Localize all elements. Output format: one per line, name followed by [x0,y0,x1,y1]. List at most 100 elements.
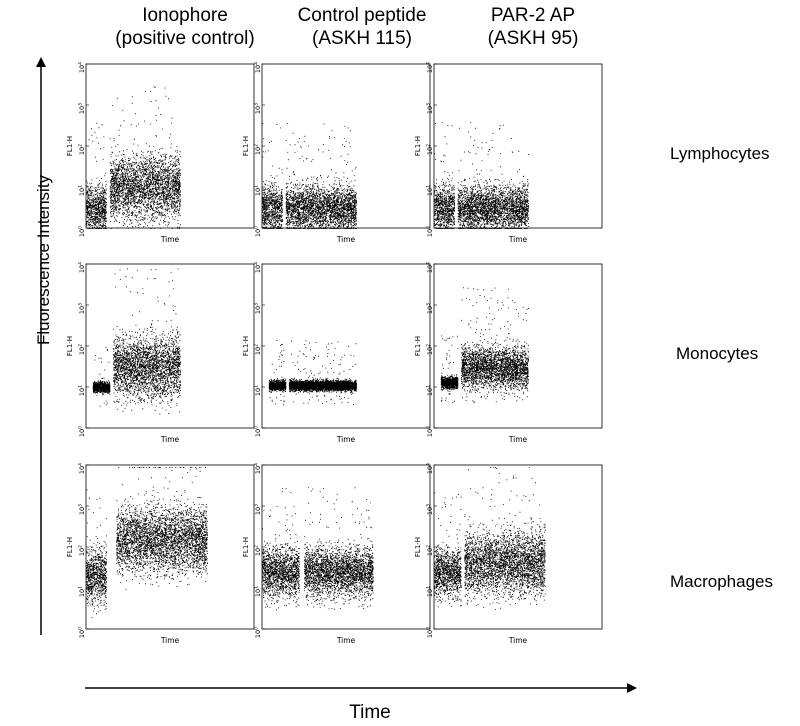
y-tick-label: 101 [78,185,87,196]
panel-lymphocytes-3: 100 101 102 103 104 FL1-H Time [414,62,603,244]
column-title-line2: (positive control) [115,28,255,49]
y-tick-label: 100 [78,426,87,437]
row-label-monocytes: Monocytes [676,344,759,363]
panel-y-label: FL1-H [66,136,74,156]
scatter-baseline [434,492,462,608]
y-tick-label: 102 [254,144,263,155]
panel-lymphocytes-2: 100 101 102 103 104 FL1-H Time [242,62,431,244]
y-tick-label: 101 [78,586,87,597]
y-tick-label: 103 [78,504,87,515]
y-tick-label: 100 [426,226,435,237]
scatter-after-stimulus [464,467,546,610]
y-tick-label: 101 [254,385,263,396]
y-tick-label: 103 [426,303,435,314]
column-title-line2: (ASKH 95) [487,28,579,49]
y-tick-label: 104 [426,262,435,273]
panel-x-label: Time [160,636,180,645]
y-tick-label: 102 [254,545,263,556]
y-tick-label: 103 [254,504,263,515]
column-title-line1: Ionophore [142,5,228,26]
y-tick-label: 104 [78,463,87,474]
column-title-control-peptide: Control peptide (ASKH 115) [277,4,447,50]
panel-frame [261,464,431,630]
y-tick-label: 103 [254,103,263,114]
panel-frame [85,263,255,429]
panel-monocytes-3: 100 101 102 103 104 FL1-H Time [414,262,603,444]
y-tick-label: 103 [426,103,435,114]
y-tick-label: 100 [426,426,435,437]
panel-frame [261,263,431,429]
column-title-par2-ap: PAR-2 AP (ASKH 95) [448,4,618,50]
panel-y-label: FL1-H [242,136,250,156]
panel-x-label: Time [160,235,180,244]
panel-monocytes-2: 100 101 102 103 104 FL1-H Time [242,262,431,444]
y-tick-label: 101 [254,586,263,597]
column-title-line2: (ASKH 115) [312,28,412,49]
y-tick-label: 104 [78,262,87,273]
panel-y-label: FL1-H [66,336,74,356]
panel-x-label: Time [508,235,528,244]
y-tick-label: 102 [426,344,435,355]
scatter-after-stimulus [460,287,529,403]
panel-x-label: Time [336,435,356,444]
y-tick-label: 100 [254,226,263,237]
scatter-after-stimulus [304,487,374,610]
scatter-baseline [440,335,459,403]
y-tick-label: 102 [254,344,263,355]
y-tick-label: 104 [78,62,87,73]
panel-lymphocytes-1: 100 101 102 103 104 FL1-H Time [66,62,255,244]
row-label-lymphocytes: Lymphocytes [670,144,770,163]
y-tick-label: 103 [78,303,87,314]
panel-monocytes-1: 100 101 102 103 104 FL1-H Time [66,262,255,444]
x-axis-title: Time [349,702,391,723]
row-label-macrophages: Macrophages [670,572,774,591]
panel-macrophages-1: 100 101 102 103 104 FL1-H Time [66,463,255,645]
y-tick-label: 101 [426,385,435,396]
y-tick-label: 104 [426,62,435,73]
scatter-baseline [268,340,287,406]
panel-y-label: FL1-H [414,336,422,356]
scatter-after-stimulus [112,268,181,415]
panel-macrophages-3: 100 101 102 103 104 FL1-H Time [414,463,603,645]
scatter-after-stimulus [116,467,208,590]
scatter-after-stimulus [285,123,357,229]
y-tick-label: 100 [254,426,263,437]
scatter-baseline [262,488,300,611]
panel-y-label: FL1-H [242,537,250,557]
y-tick-label: 103 [426,504,435,515]
panel-y-label: FL1-H [414,136,422,156]
panel-x-label: Time [336,235,356,244]
y-tick-label: 102 [426,545,435,556]
panel-macrophages-2: 100 101 102 103 104 FL1-H Time [242,463,431,645]
y-tick-label: 100 [254,627,263,638]
y-tick-label: 103 [78,103,87,114]
y-tick-label: 101 [254,185,263,196]
y-tick-label: 104 [254,463,263,474]
panel-x-label: Time [160,435,180,444]
y-tick-label: 100 [426,627,435,638]
y-tick-label: 103 [254,303,263,314]
scatter-after-stimulus [288,340,357,405]
panel-x-label: Time [508,636,528,645]
panel-y-label: FL1-H [66,537,74,557]
panel-y-label: FL1-H [242,336,250,356]
y-tick-label: 102 [78,545,87,556]
scatter-baseline [434,122,456,229]
y-tick-label: 101 [426,185,435,196]
column-title-line1: PAR-2 AP [490,5,576,26]
scatter-baseline [92,347,111,407]
y-tick-label: 100 [78,226,87,237]
scatter-after-stimulus [457,122,529,229]
panel-y-label: FL1-H [414,537,422,557]
y-tick-label: 101 [78,385,87,396]
panel-x-label: Time [336,636,356,645]
panel-frame [433,464,603,630]
y-tick-label: 102 [78,144,87,155]
y-tick-label: 102 [426,144,435,155]
y-tick-label: 100 [78,627,87,638]
panel-x-label: Time [508,435,528,444]
scatter-baseline [262,123,283,229]
y-tick-label: 102 [78,344,87,355]
y-tick-label: 101 [426,586,435,597]
